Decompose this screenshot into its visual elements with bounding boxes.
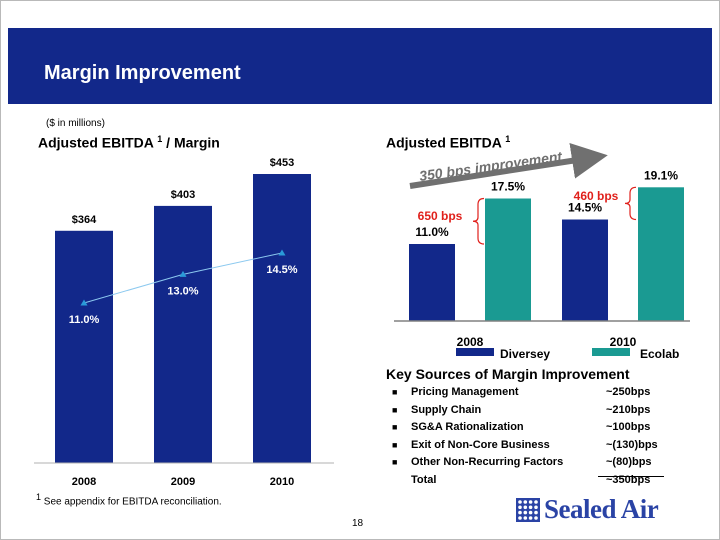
left-chart-title-text: Adjusted EBITDA bbox=[38, 134, 154, 151]
x-tick-label: 2009 bbox=[171, 476, 195, 488]
footnote: 1 See appendix for EBITDA reconciliation… bbox=[36, 492, 222, 507]
units-note: ($ in millions) bbox=[46, 118, 105, 129]
right-chart-title-superscript: 1 bbox=[505, 134, 511, 144]
footnote-marker: 1 bbox=[36, 492, 42, 502]
x-tick-label: 2010 bbox=[270, 476, 294, 488]
margin-bar-label: 17.5% bbox=[491, 180, 525, 194]
list-item: ■ Other Non-Recurring Factors ~(80)bps bbox=[392, 456, 682, 474]
gap-bracket bbox=[472, 197, 485, 245]
legend-swatch bbox=[456, 348, 494, 356]
legend-label: Ecolab bbox=[640, 347, 679, 361]
margin-bar-label: 14.5% bbox=[568, 201, 602, 215]
margin-label: 14.5% bbox=[266, 264, 297, 276]
margin-bar-diversey bbox=[562, 219, 608, 321]
list-item: ■ Pricing Management ~250bps bbox=[392, 386, 682, 404]
margin-point bbox=[80, 299, 88, 306]
legend-label: Diversey bbox=[500, 347, 550, 361]
margin-bar-label: 11.0% bbox=[415, 225, 449, 239]
sources-list: ■ Pricing Management ~250bps ■ Supply Chain… bbox=[392, 386, 682, 491]
header-band bbox=[8, 28, 712, 104]
left-chart-title: Adjusted EBITDA 1 / Margin bbox=[38, 134, 220, 151]
gap-bracket bbox=[624, 186, 637, 221]
right-chart: 11.0% 17.5% 2008 14.5% 19.1% 2010 650 bps 460 b… bbox=[394, 142, 690, 361]
margin-point bbox=[278, 249, 286, 256]
margin-bar-ecolab bbox=[638, 187, 684, 321]
ebitda-bar bbox=[253, 174, 311, 463]
source-value: ~250bps bbox=[606, 386, 651, 398]
margin-bar-ecolab bbox=[485, 198, 531, 321]
source-value: ~(130)bps bbox=[606, 438, 658, 451]
ebitda-bar-label: $403 bbox=[171, 189, 195, 201]
source-label: Other Non-Recurring Factors bbox=[411, 456, 564, 468]
page-number: 18 bbox=[352, 518, 364, 529]
logo-text: Sealed Air bbox=[544, 494, 659, 524]
bullet-icon: ■ bbox=[392, 457, 398, 467]
source-label: Supply Chain bbox=[411, 403, 482, 416]
bullet-icon: ■ bbox=[392, 387, 398, 397]
sealed-air-logo: Sealed Air bbox=[516, 494, 659, 525]
margin-label: 13.0% bbox=[167, 285, 198, 297]
sources-title: Key Sources of Margin Improvement bbox=[386, 366, 630, 382]
total-label: Total bbox=[411, 473, 437, 486]
improvement-arrow bbox=[409, 142, 608, 189]
list-item: ■ Exit of Non-Core Business ~(130)bps bbox=[392, 439, 682, 457]
footnote-text: See appendix for EBITDA reconciliation. bbox=[41, 496, 222, 508]
x-tick-label: 2008 bbox=[457, 335, 484, 349]
left-chart: $364 2008 $403 2009 $453 2010 11.0% 13.0% 14.5% bbox=[34, 157, 334, 488]
bullet-icon: ■ bbox=[392, 422, 398, 432]
source-value: ~(80)bps bbox=[606, 456, 652, 468]
ebitda-bar bbox=[154, 205, 212, 464]
source-label: Exit of Non-Core Business bbox=[411, 438, 550, 451]
left-chart-title-superscript: 1 bbox=[157, 134, 163, 144]
margin-label: 11.0% bbox=[69, 314, 100, 326]
list-item: ■ Supply Chain ~210bps bbox=[392, 404, 682, 422]
left-chart-title-suffix: / Margin bbox=[162, 134, 220, 151]
ebitda-bar bbox=[55, 230, 113, 463]
list-item: ■ SG&A Rationalization ~100bps bbox=[392, 421, 682, 439]
source-label: Pricing Management bbox=[411, 386, 519, 398]
legend-swatch bbox=[592, 348, 630, 356]
x-tick-label: 2008 bbox=[72, 476, 96, 488]
gap-label-2010: 460 bps bbox=[574, 189, 619, 203]
right-chart-title-text: Adjusted EBITDA bbox=[386, 134, 502, 151]
ebitda-bar-label: $364 bbox=[72, 214, 97, 226]
source-label: SG&A Rationalization bbox=[411, 421, 524, 433]
bullet-icon: ■ bbox=[392, 404, 398, 415]
right-chart-title: Adjusted EBITDA 1 bbox=[386, 134, 510, 151]
ebitda-bar-label: $453 bbox=[270, 157, 294, 169]
margin-bar-diversey bbox=[409, 244, 455, 321]
source-value: ~100bps bbox=[606, 421, 651, 433]
margin-bar-label: 19.1% bbox=[644, 168, 678, 182]
logo-grid-icon bbox=[516, 497, 540, 522]
gap-label-2008: 650 bps bbox=[418, 209, 463, 223]
total-rule bbox=[598, 476, 664, 477]
x-tick-label: 2010 bbox=[610, 335, 637, 349]
margin-point bbox=[179, 270, 187, 277]
bullet-icon: ■ bbox=[392, 439, 398, 450]
source-value: ~210bps bbox=[606, 403, 651, 416]
slide-title: Margin Improvement bbox=[44, 62, 241, 84]
